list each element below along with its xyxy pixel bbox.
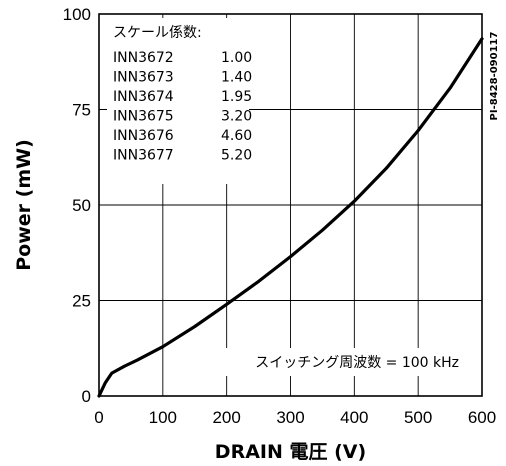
legend-scale-factor: 4.60 <box>221 128 252 144</box>
x-tick-label: 500 <box>404 408 432 427</box>
scale-factor-legend: スケール係数: INN3672 1.00 INN3673 1.40 INN3674 1.9… <box>107 18 252 184</box>
x-tick-label: 600 <box>468 408 496 427</box>
x-tick-label: 300 <box>276 408 304 427</box>
y-tick-label: 0 <box>82 387 91 406</box>
frequency-annotation-group: スイッチング周波数 = 100 kHz <box>206 348 463 376</box>
x-axis-title-prefix: DRAIN <box>215 441 283 463</box>
legend-background <box>107 18 249 184</box>
x-tick-label: 400 <box>340 408 368 427</box>
y-tick-label: 100 <box>63 5 91 24</box>
plot-frame <box>98 13 483 397</box>
legend-title: スケール係数: <box>113 25 202 41</box>
legend-part-number: INN3673 <box>113 70 174 86</box>
legend-scale-factor: 1.40 <box>221 70 252 86</box>
legend-scale-factor: 1.00 <box>221 50 252 66</box>
x-tick-labels: 0 100 200 300 400 500 600 <box>94 408 496 427</box>
legend-part-number: INN3676 <box>113 128 174 144</box>
legend-part-number: INN3675 <box>113 109 174 125</box>
legend-scale-factor: 1.95 <box>221 89 252 105</box>
y-tick-label: 50 <box>72 196 91 215</box>
x-tick-label: 200 <box>212 408 240 427</box>
power-curve-line <box>97 37 484 398</box>
legend-scale-factor: 5.20 <box>221 148 252 164</box>
x-axis-title-suffix: 電圧 (V) <box>290 441 367 463</box>
y-axis-title: Power (mW) <box>13 139 35 271</box>
y-tick-label: 75 <box>72 101 91 120</box>
series-layer <box>97 37 484 398</box>
frequency-annotation: スイッチング周波数 = 100 kHz <box>255 355 459 371</box>
x-tick-label: 0 <box>94 408 103 427</box>
legend-rows: INN3672 1.00 INN3673 1.40 INN3674 1.95 INN3675… <box>113 50 252 164</box>
legend-scale-factor: 3.20 <box>221 109 252 125</box>
document-id-label: PI-8428-090117 <box>489 31 500 120</box>
y-tick-label: 25 <box>72 292 91 311</box>
y-tick-labels: 0 25 50 75 100 <box>63 5 91 406</box>
x-axis-title: DRAIN 電圧 (V) <box>215 441 366 463</box>
legend-part-number: INN3677 <box>113 148 174 164</box>
legend-part-number: INN3674 <box>113 89 174 105</box>
x-tick-label: 100 <box>149 408 177 427</box>
legend-part-number: INN3672 <box>113 50 174 66</box>
annotation-background <box>206 348 463 376</box>
